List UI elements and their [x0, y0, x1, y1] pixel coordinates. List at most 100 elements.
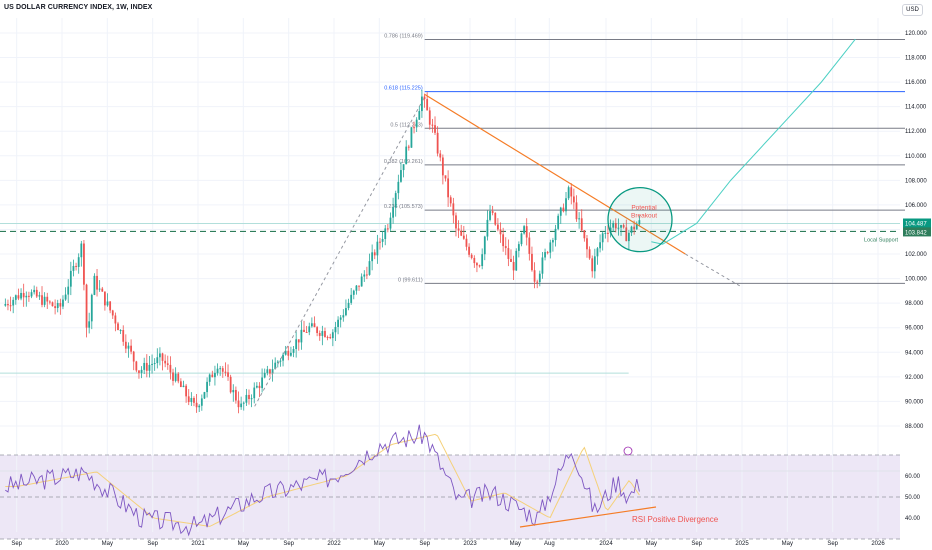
candle-body: [20, 292, 22, 299]
price-tick-label: 118.000: [905, 56, 927, 62]
candle-body: [14, 295, 17, 300]
current-price-badge: [903, 218, 931, 228]
candle-body: [402, 164, 405, 171]
event-marker-icon: [623, 446, 633, 456]
candle-body: [83, 243, 85, 285]
candle-body: [559, 207, 562, 216]
candle-body: [114, 315, 117, 324]
candle-body: [379, 241, 381, 243]
candle-body: [365, 274, 368, 276]
candle-body: [263, 372, 266, 378]
candle-body: [405, 146, 408, 165]
candle-body: [200, 398, 203, 406]
candle-body: [111, 310, 114, 316]
candle-body: [169, 364, 172, 373]
candle-body: [622, 225, 625, 228]
candle-body: [130, 345, 132, 352]
candle-body: [554, 228, 557, 241]
candle-body: [140, 369, 143, 373]
candle-body: [507, 248, 510, 259]
candle-body: [331, 332, 334, 339]
candle-body: [69, 270, 72, 287]
candle-body: [481, 254, 484, 267]
time-tick-label: May: [238, 541, 249, 547]
fib-level-label: 0 (99.611): [398, 277, 423, 283]
candle-body: [570, 187, 573, 197]
candle-body: [85, 284, 88, 328]
candle-body: [436, 132, 439, 154]
candle-body: [62, 299, 64, 307]
currency-selector[interactable]: USD: [902, 4, 923, 16]
support-price-badge: [903, 227, 931, 237]
candle-body: [552, 240, 554, 243]
rsi-tick-label: 50.00: [905, 495, 921, 501]
candle-body: [12, 299, 15, 306]
candle-body: [208, 374, 211, 382]
time-tick-label: May: [102, 541, 113, 547]
candle-body: [499, 229, 502, 235]
candle-body: [360, 276, 363, 287]
candle-body: [122, 330, 125, 342]
chart-title: US DOLLAR CURRENCY INDEX, 1W, INDEX: [4, 4, 153, 11]
time-tick-label: Sep: [419, 541, 430, 547]
candle-body: [363, 274, 366, 277]
candle-body: [486, 219, 489, 237]
candle-body: [538, 273, 541, 283]
local-support-label: Local Support: [864, 237, 898, 243]
candle-body: [358, 285, 360, 287]
time-tick-label: 2026: [871, 541, 885, 547]
candle-body: [174, 373, 177, 381]
candle-body: [489, 211, 491, 220]
candle-body: [633, 226, 636, 230]
candle-body: [282, 354, 284, 361]
candle-body: [41, 295, 43, 305]
candle-body: [407, 146, 410, 148]
candle-body: [447, 178, 450, 198]
candle-body: [30, 292, 33, 297]
candle-body: [318, 332, 321, 336]
candle-body: [242, 402, 245, 404]
candle-body: [224, 371, 227, 373]
candle-body: [106, 301, 109, 306]
time-tick-label: May: [510, 541, 521, 547]
candle-body: [88, 321, 91, 328]
candle-body: [397, 181, 400, 194]
candle-body: [478, 265, 481, 267]
candle-body: [287, 350, 290, 356]
price-tick-label: 100.000: [905, 277, 927, 283]
candle-body: [51, 302, 54, 307]
candle-body: [525, 226, 528, 238]
candle-body: [326, 336, 329, 338]
candle-body: [253, 387, 256, 399]
candle-body: [182, 385, 185, 387]
candle-body: [156, 357, 159, 364]
time-tick-label: May: [374, 541, 385, 547]
candle-body: [483, 236, 486, 255]
candle-body: [588, 249, 591, 259]
candle-body: [138, 370, 140, 373]
candle-body: [423, 96, 426, 100]
candle-body: [93, 275, 96, 295]
candle-body: [271, 369, 274, 374]
candle-body: [617, 227, 620, 229]
candle-body: [502, 234, 505, 247]
candle-body: [227, 372, 229, 377]
candle-body: [284, 350, 287, 355]
candle-body: [7, 304, 9, 306]
rsi-tick-label: 60.00: [905, 474, 921, 480]
time-tick-label: 2020: [55, 541, 69, 547]
candle-body: [274, 362, 277, 370]
candle-body: [627, 232, 630, 242]
price-tick-label: 92.000: [905, 375, 924, 381]
candle-body: [67, 286, 70, 295]
candle-body: [334, 326, 337, 333]
candle-body: [9, 305, 12, 307]
candle-body: [321, 331, 324, 336]
candle-body: [59, 303, 62, 307]
candle-body: [64, 294, 67, 300]
candle-body: [494, 212, 497, 225]
candle-body: [586, 238, 588, 250]
fib-level-label: 0.382 (109.261): [384, 159, 423, 165]
